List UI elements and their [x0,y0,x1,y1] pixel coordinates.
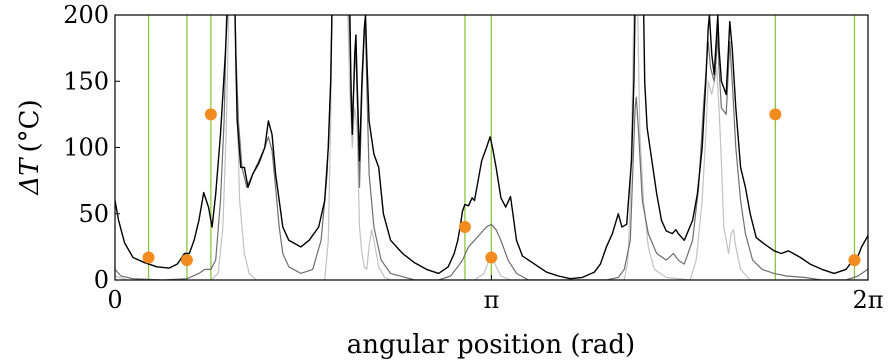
y-axis: 0 50 100 150 200 [63,1,120,294]
y-axis-symbol: ΔT [15,157,45,196]
marker-point-3 [458,221,471,233]
marker-group [142,108,861,267]
marker-point-2 [204,108,217,121]
marker-point-6 [848,254,861,267]
y-tick-label-2: 100 [63,134,109,162]
plot-area [115,15,868,280]
marker-point-4 [485,251,498,264]
y-tick-label-4: 200 [63,1,109,29]
marker-point-5 [769,108,782,121]
series-dark-line [115,15,868,280]
marker-point-0 [142,251,155,264]
y-tick-label-1: 50 [78,200,109,228]
marker-point-1 [180,254,193,267]
y-tick-label-0: 0 [94,266,109,294]
vertical-line-group [147,15,856,280]
series-group [115,15,868,280]
series-mid-line [115,15,868,280]
x-tick-label-0: 0 [107,286,122,314]
x-tick-label-2: 2π [852,286,883,314]
y-tick-label-3: 150 [63,67,109,95]
y-axis-unit: (°C) [15,99,45,152]
x-axis-title: angular position (rad) [347,330,635,360]
y-axis-title: ΔT (°C) [15,99,45,195]
x-axis: 0 π 2π [107,275,884,314]
series-light-line [115,15,868,280]
x-tick-label-1: π [484,286,500,314]
